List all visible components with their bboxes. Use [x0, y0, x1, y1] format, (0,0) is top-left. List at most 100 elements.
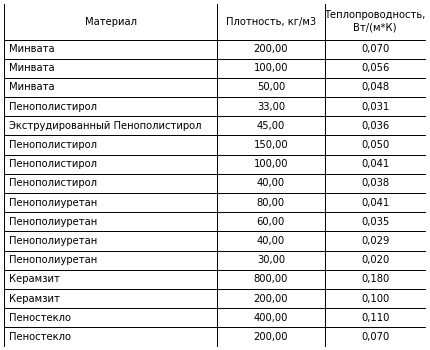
Bar: [4, 97, 217, 116]
Bar: [217, 97, 325, 116]
Bar: [4, 231, 217, 251]
Bar: [325, 270, 426, 289]
Text: 0,056: 0,056: [361, 63, 389, 73]
Text: Керамзит: Керамзит: [9, 274, 59, 284]
Bar: [325, 251, 426, 270]
Text: Пенополиуретан: Пенополиуретан: [9, 236, 97, 246]
Bar: [217, 270, 325, 289]
Bar: [4, 289, 217, 308]
Bar: [325, 59, 426, 78]
Bar: [325, 116, 426, 135]
Text: 80,00: 80,00: [257, 198, 285, 208]
Text: 0,180: 0,180: [361, 274, 389, 284]
Bar: [4, 155, 217, 174]
Text: 0,038: 0,038: [361, 178, 389, 188]
Bar: [4, 327, 217, 346]
Bar: [217, 212, 325, 231]
Text: 0,031: 0,031: [361, 102, 389, 112]
Bar: [325, 174, 426, 193]
Bar: [4, 212, 217, 231]
Text: 0,048: 0,048: [361, 83, 389, 92]
Bar: [217, 116, 325, 135]
Text: 400,00: 400,00: [254, 313, 288, 323]
Bar: [4, 270, 217, 289]
Text: 0,100: 0,100: [361, 294, 389, 303]
Text: Керамзит: Керамзит: [9, 294, 59, 303]
Text: 0,070: 0,070: [361, 332, 389, 342]
Bar: [4, 116, 217, 135]
Text: 0,036: 0,036: [361, 121, 389, 131]
Text: 0,070: 0,070: [361, 44, 389, 54]
Text: 0,035: 0,035: [361, 217, 389, 227]
Text: Минвата: Минвата: [9, 83, 54, 92]
Text: 0,050: 0,050: [361, 140, 389, 150]
Bar: [217, 40, 325, 59]
Text: 30,00: 30,00: [257, 255, 285, 265]
Bar: [325, 4, 426, 40]
Bar: [4, 193, 217, 212]
Bar: [217, 231, 325, 251]
Bar: [325, 308, 426, 327]
Bar: [4, 78, 217, 97]
Bar: [325, 289, 426, 308]
Text: 0,110: 0,110: [361, 313, 389, 323]
Text: 50,00: 50,00: [257, 83, 285, 92]
Bar: [217, 59, 325, 78]
Text: Материал: Материал: [85, 16, 137, 27]
Text: Пенополистирол: Пенополистирол: [9, 102, 96, 112]
Bar: [325, 135, 426, 155]
Text: Пенополистирол: Пенополистирол: [9, 178, 96, 188]
Bar: [4, 308, 217, 327]
Bar: [217, 193, 325, 212]
Text: Минвата: Минвата: [9, 44, 54, 54]
Bar: [217, 174, 325, 193]
Text: 40,00: 40,00: [257, 178, 285, 188]
Text: 0,029: 0,029: [361, 236, 389, 246]
Bar: [325, 40, 426, 59]
Text: Пенополистирол: Пенополистирол: [9, 159, 96, 169]
Bar: [217, 327, 325, 346]
Bar: [325, 78, 426, 97]
Text: Пенополистирол: Пенополистирол: [9, 140, 96, 150]
Bar: [217, 251, 325, 270]
Text: 45,00: 45,00: [257, 121, 285, 131]
Text: 100,00: 100,00: [254, 63, 288, 73]
Text: 0,041: 0,041: [361, 198, 389, 208]
Text: Минвата: Минвата: [9, 63, 54, 73]
Text: Пенополиуретан: Пенополиуретан: [9, 198, 97, 208]
Bar: [325, 212, 426, 231]
Text: Пенополиуретан: Пенополиуретан: [9, 255, 97, 265]
Text: Пеностекло: Пеностекло: [9, 332, 71, 342]
Bar: [325, 327, 426, 346]
Text: 200,00: 200,00: [254, 44, 288, 54]
Text: 40,00: 40,00: [257, 236, 285, 246]
Bar: [217, 289, 325, 308]
Bar: [217, 155, 325, 174]
Text: 33,00: 33,00: [257, 102, 285, 112]
Bar: [325, 97, 426, 116]
Text: 100,00: 100,00: [254, 159, 288, 169]
Bar: [325, 193, 426, 212]
Bar: [325, 231, 426, 251]
Text: 60,00: 60,00: [257, 217, 285, 227]
Bar: [325, 155, 426, 174]
Text: 150,00: 150,00: [254, 140, 288, 150]
Text: Экструдированный Пенополистирол: Экструдированный Пенополистирол: [9, 121, 201, 131]
Bar: [217, 135, 325, 155]
Bar: [4, 40, 217, 59]
Text: Пеностекло: Пеностекло: [9, 313, 71, 323]
Bar: [4, 59, 217, 78]
Bar: [4, 4, 217, 40]
Bar: [4, 135, 217, 155]
Text: 200,00: 200,00: [254, 294, 288, 303]
Text: 800,00: 800,00: [254, 274, 288, 284]
Text: Теплопроводность,
Вт/(м*К): Теплопроводность, Вт/(м*К): [325, 10, 426, 33]
Text: 200,00: 200,00: [254, 332, 288, 342]
Bar: [217, 308, 325, 327]
Bar: [217, 4, 325, 40]
Text: 0,041: 0,041: [361, 159, 389, 169]
Text: 0,020: 0,020: [361, 255, 389, 265]
Text: Плотность, кг/м3: Плотность, кг/м3: [226, 16, 316, 27]
Bar: [4, 174, 217, 193]
Text: Пенополиуретан: Пенополиуретан: [9, 217, 97, 227]
